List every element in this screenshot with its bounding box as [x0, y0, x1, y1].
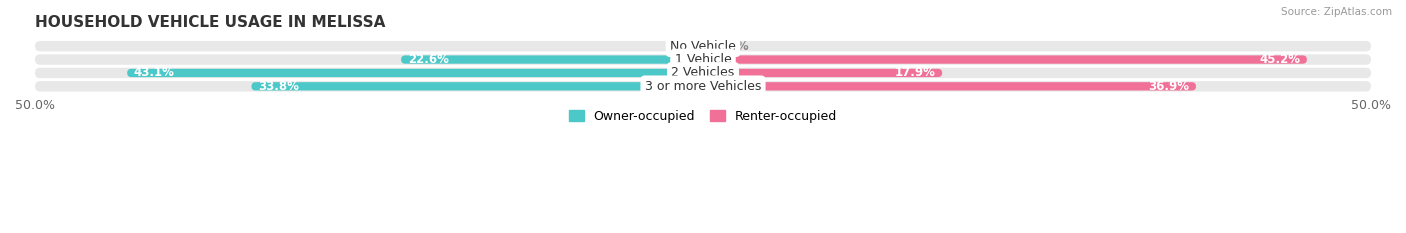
Text: 36.9%: 36.9% [1149, 80, 1189, 93]
FancyBboxPatch shape [35, 81, 1371, 92]
FancyBboxPatch shape [703, 55, 1306, 64]
Text: No Vehicle: No Vehicle [671, 40, 735, 53]
Text: 2 Vehicles: 2 Vehicles [672, 66, 734, 79]
Text: Source: ZipAtlas.com: Source: ZipAtlas.com [1281, 7, 1392, 17]
Text: 0.58%: 0.58% [699, 40, 740, 53]
FancyBboxPatch shape [35, 54, 1371, 65]
Text: 0.0%: 0.0% [717, 40, 749, 53]
FancyBboxPatch shape [252, 82, 703, 90]
FancyBboxPatch shape [35, 68, 1371, 78]
FancyBboxPatch shape [695, 42, 703, 50]
FancyBboxPatch shape [703, 82, 1197, 90]
FancyBboxPatch shape [35, 41, 1371, 51]
Text: 22.6%: 22.6% [408, 53, 449, 66]
Text: 3 or more Vehicles: 3 or more Vehicles [645, 80, 761, 93]
Text: 33.8%: 33.8% [259, 80, 299, 93]
FancyBboxPatch shape [703, 69, 942, 77]
Legend: Owner-occupied, Renter-occupied: Owner-occupied, Renter-occupied [568, 110, 838, 123]
Text: HOUSEHOLD VEHICLE USAGE IN MELISSA: HOUSEHOLD VEHICLE USAGE IN MELISSA [35, 15, 385, 30]
Text: 43.1%: 43.1% [134, 66, 174, 79]
Text: 17.9%: 17.9% [894, 66, 935, 79]
FancyBboxPatch shape [127, 69, 703, 77]
Text: 45.2%: 45.2% [1260, 53, 1301, 66]
FancyBboxPatch shape [401, 55, 703, 64]
Text: 1 Vehicle: 1 Vehicle [675, 53, 731, 66]
